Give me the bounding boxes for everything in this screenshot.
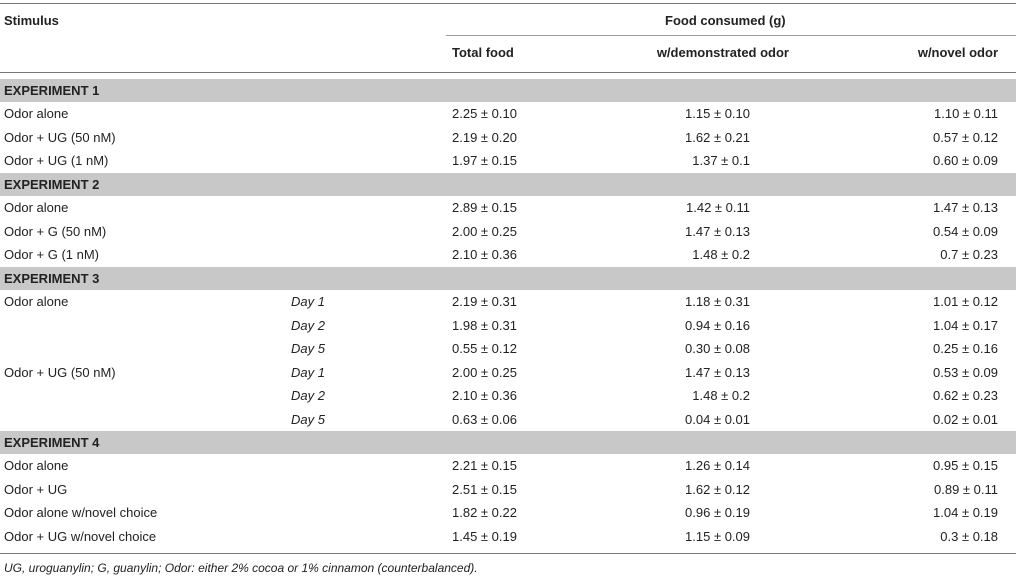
total-food-cell: 0.55 ± 0.12 — [452, 341, 517, 356]
demonstrated-odor-cell: 1.18 ± 0.31 — [685, 294, 750, 309]
total-food-cell: 1.97 ± 0.15 — [452, 153, 517, 168]
group-rule — [446, 35, 1016, 36]
total-food-cell: 2.51 ± 0.15 — [452, 481, 517, 497]
stimulus-cell: Odor + UG (50 nM) — [4, 364, 116, 380]
total-food-cell: 2.19 ± 0.31 — [452, 294, 517, 309]
demonstrated-odor-cell: 1.37 ± 0.1 — [692, 153, 750, 168]
footnote: UG, uroguanylin; G, guanylin; Odor: eith… — [4, 561, 478, 575]
stimulus-cell: Odor + G (1 nM) — [4, 247, 99, 262]
stimulus-header: Stimulus — [4, 13, 59, 28]
demonstrated-odor-cell: 1.62 ± 0.21 — [685, 129, 750, 145]
total-food-cell: 2.00 ± 0.25 — [452, 364, 517, 380]
total-food-cell: 2.00 ± 0.25 — [452, 223, 517, 239]
novel-odor-cell: 0.60 ± 0.09 — [933, 153, 998, 168]
total-food-cell: 1.45 ± 0.19 — [452, 528, 517, 544]
demonstrated-odor-cell: 1.48 ± 0.2 — [692, 247, 750, 262]
demonstrated-odor-cell: 1.47 ± 0.13 — [685, 364, 750, 380]
stimulus-cell: Odor + UG (50 nM) — [4, 129, 116, 145]
table-bottom-rule — [0, 553, 1016, 554]
demonstrated-odor-cell: 1.48 ± 0.2 — [692, 388, 750, 403]
experiment-header: EXPERIMENT 2 — [0, 173, 1016, 196]
demonstrated-odor-cell: 1.15 ± 0.09 — [685, 528, 750, 544]
demonstrated-odor-cell: 1.15 ± 0.10 — [685, 106, 750, 121]
demonstrated-odor-cell: 0.30 ± 0.08 — [685, 341, 750, 356]
day-cell: Day 1 — [291, 294, 325, 309]
total-food-cell: 1.98 ± 0.31 — [452, 317, 517, 333]
total-food-cell: 2.10 ± 0.36 — [452, 247, 517, 262]
total-food-cell: 2.19 ± 0.20 — [452, 129, 517, 145]
total-food-cell: 0.63 ± 0.06 — [452, 411, 517, 427]
experiment-title: EXPERIMENT 4 — [4, 435, 100, 450]
stimulus-cell: Odor alone — [4, 200, 69, 215]
stimulus-cell: Odor alone — [4, 294, 69, 309]
demonstrated-odor-cell: 1.62 ± 0.12 — [685, 481, 750, 497]
novel-odor-cell: 1.04 ± 0.19 — [933, 505, 998, 520]
novel-odor-cell: 0.62 ± 0.23 — [933, 388, 998, 403]
experiment-header: EXPERIMENT 4 — [0, 431, 1016, 454]
stimulus-cell: Odor alone w/novel choice — [4, 505, 158, 520]
novel-odor-header: w/novel odor — [917, 45, 998, 60]
stimulus-cell: Odor + UG (1 nM) — [4, 153, 109, 168]
novel-odor-cell: 0.95 ± 0.15 — [933, 458, 998, 473]
day-cell: Day 1 — [291, 364, 325, 380]
total-food-cell: 2.10 ± 0.36 — [452, 388, 517, 403]
stimulus-cell: Odor + UG w/novel choice — [4, 528, 157, 544]
experiment-header: EXPERIMENT 3 — [0, 267, 1016, 290]
demonstrated-odor-cell: 0.94 ± 0.16 — [685, 317, 750, 333]
novel-odor-cell: 0.89 ± 0.11 — [934, 481, 998, 497]
total-food-header: Total food — [452, 45, 514, 60]
novel-odor-cell: 0.53 ± 0.09 — [933, 364, 998, 380]
top-rule — [0, 3, 1016, 4]
day-cell: Day 5 — [291, 411, 325, 427]
novel-odor-cell: 0.25 ± 0.16 — [933, 341, 998, 356]
demonstrated-odor-cell: 0.04 ± 0.01 — [685, 411, 750, 427]
experiment-header: EXPERIMENT 1 — [0, 79, 1016, 102]
experiment-title: EXPERIMENT 1 — [4, 83, 100, 98]
experiment-title: EXPERIMENT 3 — [4, 271, 100, 286]
experiment-title: EXPERIMENT 2 — [4, 177, 100, 192]
header-rule — [0, 72, 1016, 73]
demonstrated-odor-cell: 1.42 ± 0.11 — [686, 200, 750, 215]
novel-odor-cell: 0.02 ± 0.01 — [933, 411, 998, 427]
day-cell: Day 5 — [291, 341, 325, 356]
demonstrated-odor-cell: 1.26 ± 0.14 — [685, 458, 750, 473]
stimulus-cell: Odor alone — [4, 106, 69, 121]
novel-odor-cell: 0.7 ± 0.23 — [940, 247, 998, 262]
total-food-cell: 2.25 ± 0.10 — [452, 106, 517, 121]
total-food-cell: 1.82 ± 0.22 — [452, 505, 517, 520]
novel-odor-cell: 1.47 ± 0.13 — [933, 200, 998, 215]
day-cell: Day 2 — [291, 388, 325, 403]
total-food-cell: 2.21 ± 0.15 — [452, 458, 517, 473]
novel-odor-cell: 1.01 ± 0.12 — [933, 294, 998, 309]
novel-odor-cell: 1.04 ± 0.17 — [933, 317, 998, 333]
demonstrated-odor-header: w/demonstrated odor — [656, 45, 789, 60]
novel-odor-cell: 0.54 ± 0.09 — [933, 223, 998, 239]
total-food-cell: 2.89 ± 0.15 — [452, 200, 517, 215]
novel-odor-cell: 0.3 ± 0.18 — [940, 528, 998, 544]
stimulus-cell: Odor alone — [4, 458, 69, 473]
novel-odor-cell: 0.57 ± 0.12 — [933, 129, 998, 145]
demonstrated-odor-cell: 0.96 ± 0.19 — [685, 505, 750, 520]
novel-odor-cell: 1.10 ± 0.11 — [934, 106, 998, 121]
demonstrated-odor-cell: 1.47 ± 0.13 — [685, 223, 750, 239]
food-consumed-header: Food consumed (g) — [665, 13, 786, 28]
stimulus-cell: Odor + UG — [4, 481, 68, 497]
day-cell: Day 2 — [291, 317, 325, 333]
stimulus-cell: Odor + G (50 nM) — [4, 223, 107, 239]
